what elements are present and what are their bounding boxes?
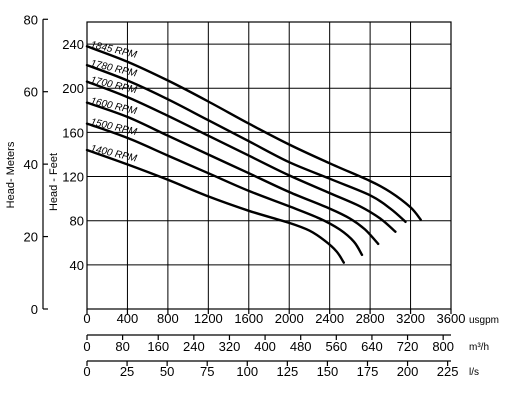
x-axis-unit-label: usgpm: [469, 315, 499, 326]
x-tick-label: 50: [160, 364, 174, 379]
x-tick-label: 800: [432, 339, 454, 354]
series-label: 1845 RPM: [89, 39, 138, 60]
y-tick-label-meters: 60: [24, 85, 38, 100]
x-tick-label: 25: [120, 364, 134, 379]
y-tick-label-feet: 80: [70, 214, 84, 229]
y-tick-label-feet: 200: [62, 81, 84, 96]
x-tick-label: 200: [397, 364, 419, 379]
series-line: [85, 122, 364, 257]
x-tick-label: 0: [83, 364, 90, 379]
y-tick-label-feet: 240: [62, 37, 84, 52]
x-tick-label: 560: [325, 339, 347, 354]
x-tick-label: 1600: [234, 311, 263, 326]
x-tick-label: 125: [277, 364, 299, 379]
performance-curves: [85, 45, 422, 264]
x-tick-label: 175: [357, 364, 379, 379]
x-tick-label: 150: [317, 364, 339, 379]
x-tick-label: 640: [361, 339, 383, 354]
x-tick-label: 2000: [275, 311, 304, 326]
series-line: [85, 101, 380, 246]
x-tick-label: 400: [254, 339, 276, 354]
x-tick-label: 480: [290, 339, 312, 354]
y-axis-title-feet: Head - Feet: [48, 153, 60, 211]
y-tick-label-feet: 40: [70, 258, 84, 273]
x-tick-label: 0: [83, 339, 90, 354]
x-tick-label: 800: [157, 311, 179, 326]
x-axis-unit-label: m³/h: [469, 342, 489, 353]
plot-frame: [86, 21, 452, 310]
x-axis-unit-label: l/s: [469, 367, 479, 378]
x-tick-label: 160: [147, 339, 169, 354]
y-tick-label-feet: 160: [62, 125, 84, 140]
y-tick-label-meters: 80: [24, 12, 38, 27]
x-tick-label: 2800: [356, 311, 385, 326]
x-tick-label: 75: [200, 364, 214, 379]
x-tick-label: 400: [117, 311, 139, 326]
y-axis-title-meters: Head- Meters: [5, 141, 17, 208]
series-line: [85, 148, 345, 264]
x-tick-label: 320: [219, 339, 241, 354]
series-label: 1500 RPM: [89, 117, 138, 138]
series-line: [85, 45, 422, 221]
x-tick-label: 2400: [315, 311, 344, 326]
series-line: [85, 80, 397, 233]
x-tick-label: 0: [83, 311, 90, 326]
x-tick-label: 80: [115, 339, 129, 354]
x-tick-label: 240: [183, 339, 205, 354]
series-label: 1400 RPM: [89, 143, 138, 164]
x-tick-label: 3200: [396, 311, 425, 326]
x-tick-label: 3600: [437, 311, 466, 326]
x-tick-label: 225: [437, 364, 459, 379]
y-tick-label-feet: 120: [62, 170, 84, 185]
y-tick-label-meters: 40: [24, 157, 38, 172]
y-tick-label-meters: 0: [31, 302, 38, 317]
axes: [42, 18, 452, 366]
x-tick-label: 100: [236, 364, 258, 379]
x-tick-label: 720: [397, 339, 419, 354]
series-line: [85, 63, 407, 223]
y-tick-label-meters: 20: [24, 230, 38, 245]
x-tick-label: 1200: [194, 311, 223, 326]
